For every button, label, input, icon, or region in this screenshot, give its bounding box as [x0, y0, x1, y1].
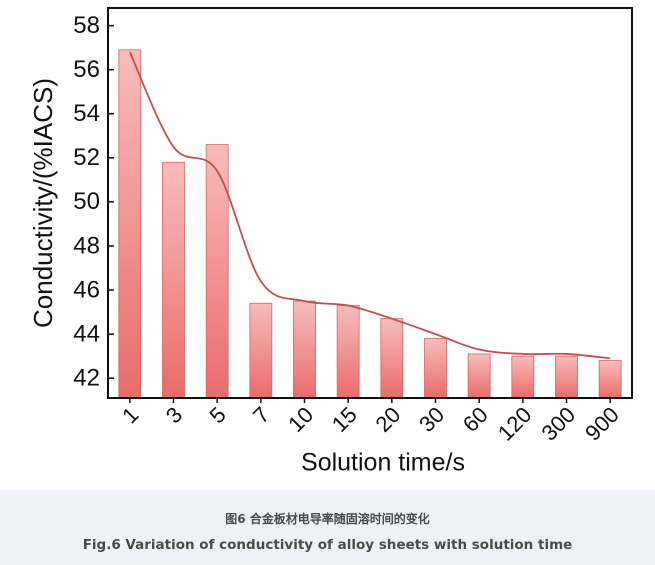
caption-en: Fig.6 Variation of conductivity of alloy… — [82, 537, 573, 553]
x-tick-label: 7 — [248, 402, 274, 428]
y-tick-label: 48 — [73, 232, 100, 259]
bar — [511, 355, 535, 399]
y-tick-label: 56 — [73, 56, 100, 83]
caption-zh: 图6 合金板材电导率随固溶时间的变化 — [225, 512, 430, 526]
y-tick-label: 42 — [73, 365, 100, 392]
bar — [162, 161, 185, 399]
bar — [380, 318, 404, 399]
x-tick-label: 300 — [537, 402, 581, 446]
bar — [424, 338, 447, 399]
bar — [249, 302, 273, 399]
x-tick-label: 15 — [327, 402, 362, 437]
x-tick-label: 1 — [117, 402, 143, 428]
y-tick-label: 54 — [73, 100, 100, 127]
x-axis-title: Solution time/s — [301, 449, 465, 477]
x-tick-label: 3 — [161, 402, 187, 428]
y-axis-title: Conductivity/(%IACS) — [28, 78, 58, 328]
bar — [598, 360, 622, 399]
bar — [118, 49, 142, 399]
bar — [555, 355, 578, 399]
x-tick-label: 60 — [458, 402, 493, 437]
plot-frame — [107, 7, 633, 399]
x-tick-label: 5 — [204, 402, 230, 428]
caption: 图6 合金板材电导率随固溶时间的变化 Fig.6 Variation of co… — [0, 490, 655, 565]
bar — [293, 300, 316, 399]
y-tick-label: 46 — [73, 276, 100, 303]
x-tick-label: 900 — [580, 402, 624, 446]
x-tick-label: 20 — [370, 402, 405, 437]
y-tick-label: 44 — [73, 320, 100, 347]
bar — [467, 353, 491, 399]
x-tick-label: 10 — [283, 402, 318, 437]
x-tick-label: 120 — [493, 402, 537, 446]
y-tick-label: 50 — [73, 188, 100, 215]
chart: Conductivity/(%IACS) Solution time/s 42 4… — [28, 7, 633, 477]
fit-line — [129, 51, 611, 360]
y-tick-label: 52 — [73, 144, 100, 171]
y-tick-label: 58 — [73, 12, 100, 39]
x-tick-label: 30 — [414, 402, 449, 437]
bar — [336, 305, 360, 399]
bar — [205, 144, 229, 399]
